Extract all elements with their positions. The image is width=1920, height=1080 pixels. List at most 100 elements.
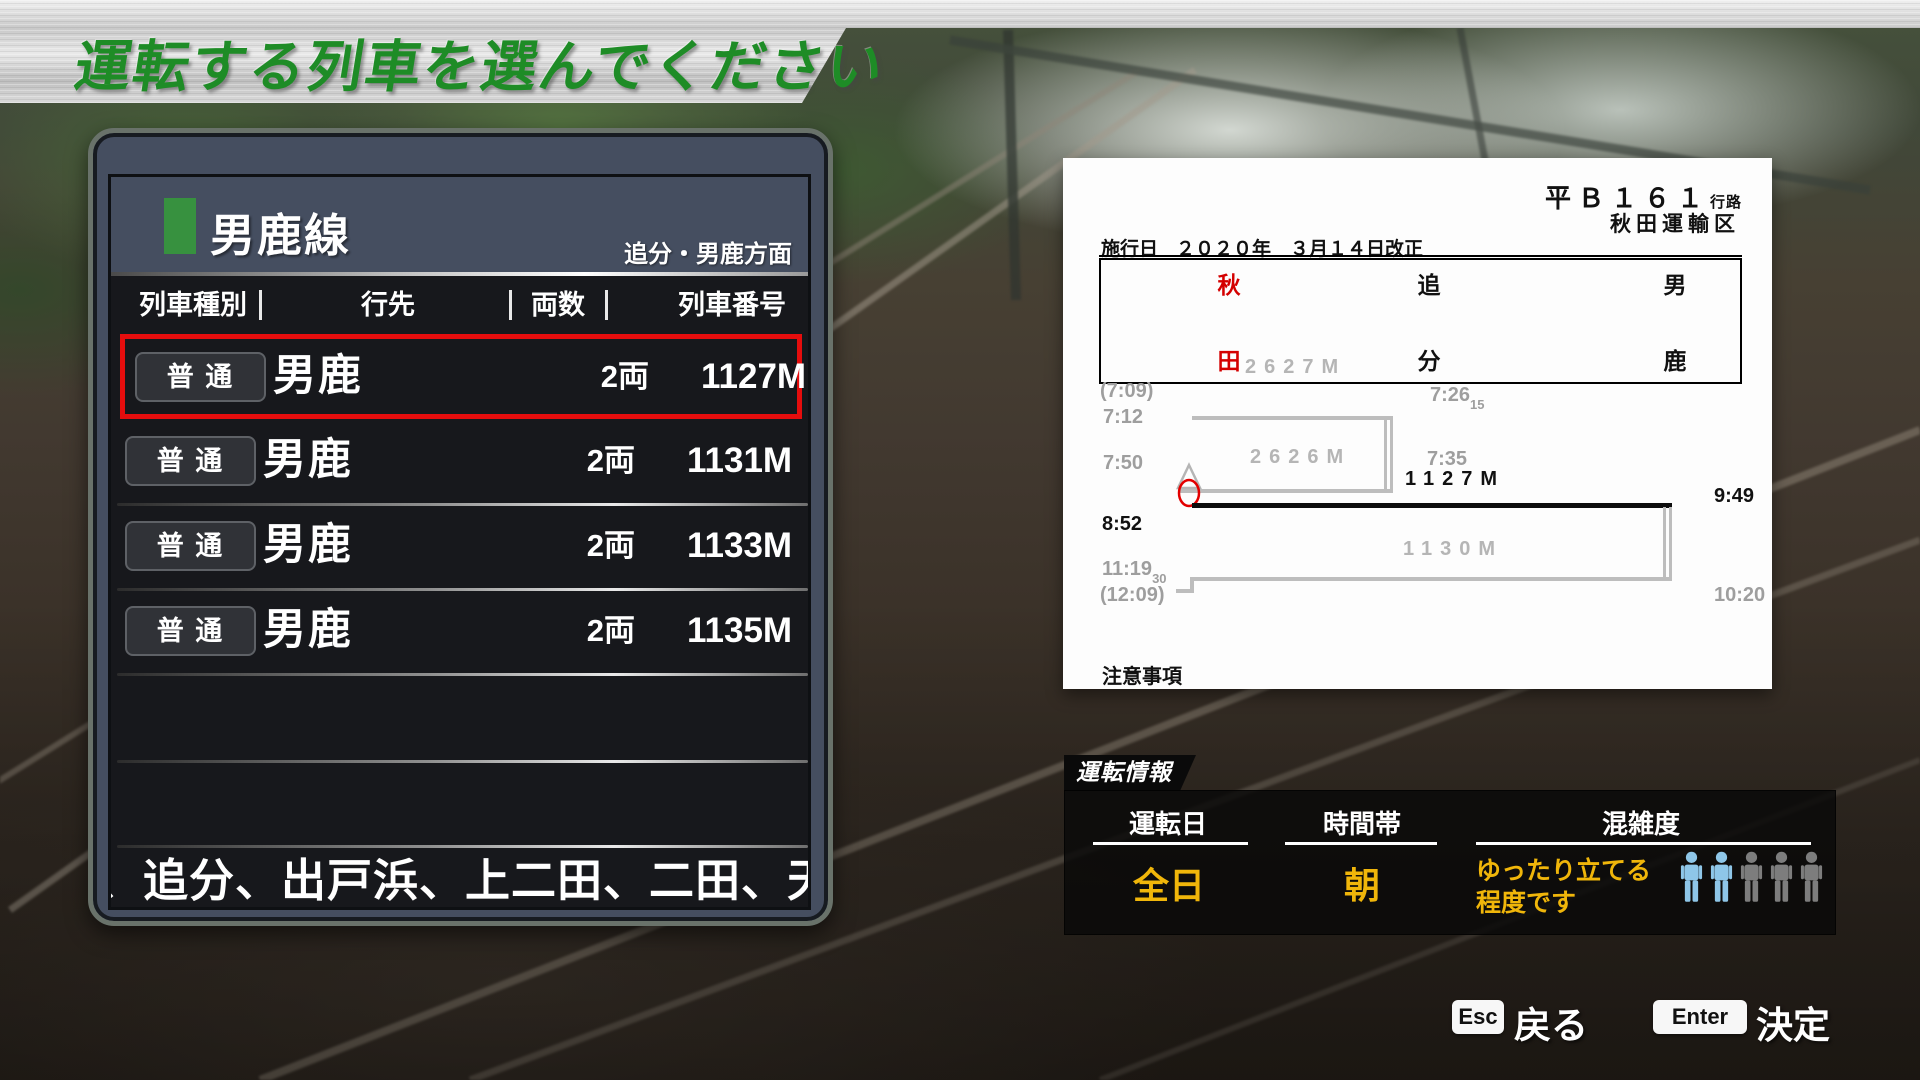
train-destination: 男鹿 xyxy=(263,606,353,654)
page-title: 運転する列車を選んでください xyxy=(70,35,890,98)
time-of-day-label: 時間帯 xyxy=(1322,809,1402,839)
train-row-1131M[interactable]: 普 通 男鹿 2両 1131M xyxy=(111,419,808,504)
diagram-line-1130M xyxy=(1190,577,1672,581)
diagram-line-2626M xyxy=(1180,489,1390,493)
train-type-badge: 普 通 xyxy=(135,352,266,402)
crowding-meter xyxy=(1678,848,1825,906)
station-oga: 男 鹿 xyxy=(1663,272,1687,374)
train-type-badge: 普 通 xyxy=(125,521,256,571)
time-0709: (7:09) xyxy=(1100,380,1154,402)
stations-ticker-text: 、追分、出戸浜、上二田、二田、天王、船越 xyxy=(111,855,808,906)
triangle-marker xyxy=(1176,462,1202,490)
column-header-row: 列車種別 行先 両数 列車番号 xyxy=(111,276,808,334)
info-panel-tab: 運転情報 xyxy=(1064,755,1196,791)
train-list-panel: 男鹿線 追分・男鹿方面 列車種別 行先 両数 列車番号 普 通 男鹿 2両 11… xyxy=(88,128,833,926)
train-number: 1133M xyxy=(687,526,793,565)
line-direction: 追分・男鹿方面 xyxy=(624,241,792,268)
back-label: 戻る xyxy=(1514,1005,1588,1046)
diagram-line-1130M-end-drop xyxy=(1190,579,1194,593)
depot-name: 秋田運輸区 xyxy=(1610,213,1740,236)
train-label-2626M: 2626M xyxy=(1250,446,1352,468)
train-destination: 男鹿 xyxy=(273,352,363,400)
row-separator xyxy=(117,845,808,848)
operating-days-value: 全日 xyxy=(1132,865,1206,906)
row-separator xyxy=(117,760,808,763)
time-0852: 8:52 xyxy=(1102,513,1143,535)
time-0712: 7:12 xyxy=(1103,406,1144,428)
train-number: 1127M xyxy=(701,357,807,396)
enter-key-button[interactable]: Enter xyxy=(1653,1000,1747,1034)
diagram-line-1130M-end-stub xyxy=(1176,589,1194,593)
train-list-frame: 男鹿線 追分・男鹿方面 列車種別 行先 両数 列車番号 普 通 男鹿 2両 11… xyxy=(108,174,811,910)
duty-number-suffix: 行路 xyxy=(1709,194,1742,211)
duty-number: 平Ｂ１６１行路 xyxy=(1544,183,1742,213)
diagram-turnback-bracket-1127 xyxy=(1663,507,1672,581)
train-number: 1131M xyxy=(687,441,793,480)
diagram-line-2627M xyxy=(1192,416,1393,420)
crowding-text-line1: ゆったり立てる xyxy=(1476,857,1652,885)
train-label-2627M: 2627M xyxy=(1245,356,1347,378)
train-row-1133M[interactable]: 普 通 男鹿 2両 1133M xyxy=(111,504,808,589)
crowding-text-line2: 程度です xyxy=(1476,889,1577,917)
train-label-1130M: 1130M xyxy=(1403,538,1504,560)
driving-info-panel: 運転日 時間帯 混雑度 全日 朝 ゆったり立てる 程度です xyxy=(1064,790,1836,935)
station-oiwake: 追 分 xyxy=(1417,272,1441,374)
train-cars: 2両 xyxy=(586,528,635,563)
column-separator xyxy=(509,290,512,320)
esc-key-button[interactable]: Esc xyxy=(1452,1000,1504,1034)
time-of-day-value: 朝 xyxy=(1343,865,1381,906)
stations-ticker: 、追分、出戸浜、上二田、二田、天王、船越 xyxy=(111,855,808,907)
revision-date: 施行日 ２０２０年 ３月１４日改正 xyxy=(1101,239,1424,260)
person-icon xyxy=(1738,848,1765,906)
station-header-box: 秋 田 追 分 男 鹿 xyxy=(1099,258,1742,384)
operating-days-label: 運転日 xyxy=(1128,809,1208,839)
train-label-1127M: 1127M xyxy=(1405,468,1506,490)
person-icon xyxy=(1768,848,1795,906)
time-0735: 7:35 xyxy=(1427,448,1468,470)
train-cars: 2両 xyxy=(586,443,635,478)
diagram-line-1127M xyxy=(1192,503,1672,508)
time-0750: 7:50 xyxy=(1103,452,1144,474)
train-cars: 2両 xyxy=(600,359,649,394)
train-type-badge: 普 通 xyxy=(125,436,256,486)
row-separator xyxy=(117,503,808,506)
confirm-label: 決定 xyxy=(1756,1005,1830,1046)
column-number-label: 列車番号 xyxy=(678,290,786,320)
station-akita: 秋 田 xyxy=(1217,272,1241,374)
label-underline xyxy=(1285,842,1437,845)
person-icon xyxy=(1678,848,1705,906)
line-header: 男鹿線 追分・男鹿方面 xyxy=(111,177,808,272)
row-separator xyxy=(117,673,808,676)
time-1020: 10:20 xyxy=(1714,584,1766,606)
crowding-label: 混雑度 xyxy=(1601,809,1681,839)
start-circle-marker xyxy=(1177,478,1201,508)
train-type-badge: 普 通 xyxy=(125,606,256,656)
notes-label: 注意事項 xyxy=(1102,666,1182,688)
train-row-1135M[interactable]: 普 通 男鹿 2両 1135M xyxy=(111,589,808,674)
person-icon xyxy=(1708,848,1735,906)
train-row-1127M-selected[interactable]: 普 通 男鹿 2両 1127M xyxy=(120,334,806,419)
time-0726: 7:2615 xyxy=(1430,384,1485,412)
train-destination: 男鹿 xyxy=(263,436,353,484)
header-separator xyxy=(111,272,808,276)
person-icon xyxy=(1798,848,1825,906)
time-1209: (12:09) xyxy=(1100,584,1165,606)
column-cars-label: 両数 xyxy=(531,290,585,320)
column-separator xyxy=(259,290,262,320)
column-separator xyxy=(605,290,608,320)
revision-underline xyxy=(1099,255,1742,257)
duty-diagram-card: 平Ｂ１６１行路 秋田運輸区 施行日 ２０２０年 ３月１４日改正 秋 田 追 分 男… xyxy=(1063,158,1772,689)
time-1119: 11:1930 xyxy=(1102,558,1167,586)
diagram-turnback-bracket-2627 xyxy=(1384,416,1393,493)
train-cars: 2両 xyxy=(586,613,635,648)
line-color-bar xyxy=(164,198,196,254)
train-destination: 男鹿 xyxy=(263,521,353,569)
label-underline xyxy=(1093,842,1248,845)
train-number: 1135M xyxy=(687,611,793,650)
label-underline xyxy=(1476,842,1811,845)
column-destination-label: 行先 xyxy=(361,290,415,320)
time-0949: 9:49 xyxy=(1714,485,1755,507)
column-type-label: 列車種別 xyxy=(139,290,247,320)
line-name: 男鹿線 xyxy=(210,210,352,261)
